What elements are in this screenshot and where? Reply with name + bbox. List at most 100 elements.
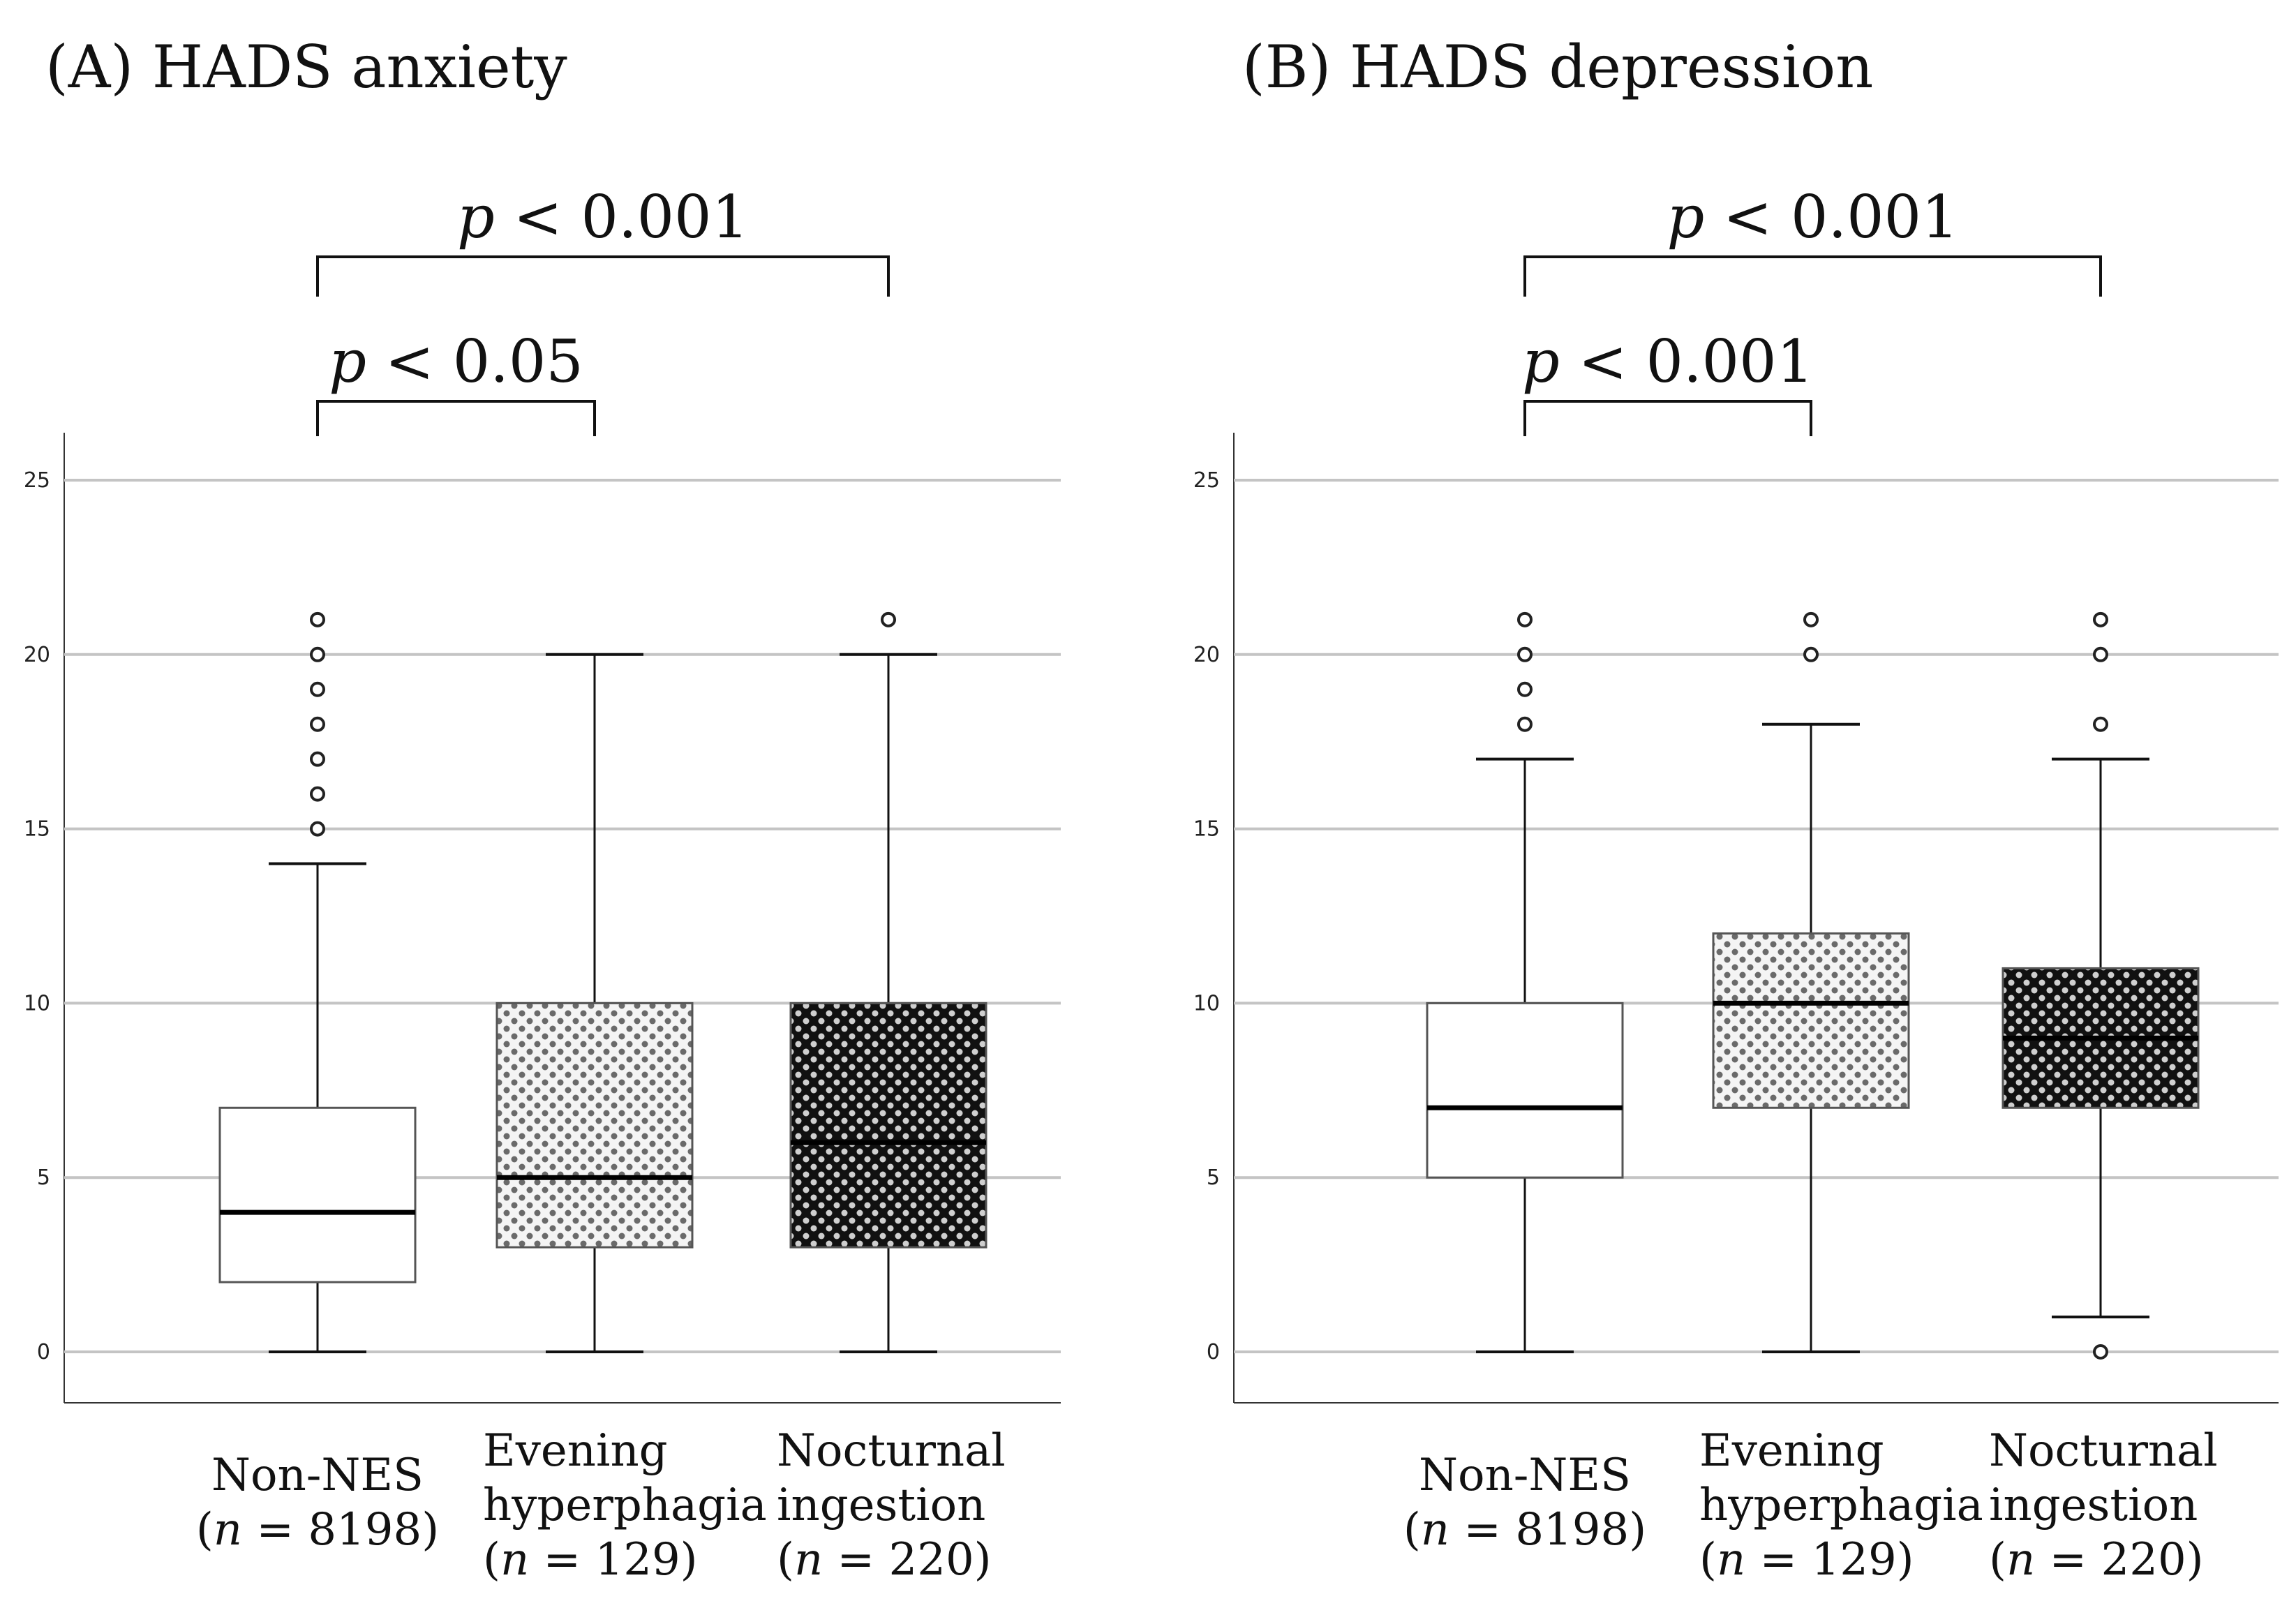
category-label: Nocturnal <box>777 1425 1006 1477</box>
outlier-point <box>1517 611 1533 627</box>
y-tick-label: 25 <box>24 468 50 493</box>
box-group <box>218 611 417 1353</box>
p-value-label: p < 0.001 <box>1522 327 1814 396</box>
category-n-label: (n = 129) <box>1699 1534 1914 1586</box>
n-italic: n <box>1421 1504 1449 1556</box>
n-prefix: ( <box>483 1534 500 1586</box>
comparison-bracket: p < 0.05 <box>316 327 596 436</box>
p-value: < 0.001 <box>1560 327 1814 396</box>
n-suffix: = 220) <box>2035 1534 2203 1586</box>
n-prefix: ( <box>1699 1534 1717 1586</box>
p-italic: p <box>1667 183 1704 251</box>
comparison-bracket: p < 0.001 <box>1522 327 1814 436</box>
n-prefix: ( <box>1989 1534 2006 1586</box>
axes: 0 5 10 15 20 25 <box>1193 433 2279 1404</box>
outlier-point <box>881 611 896 627</box>
outlier-point <box>1803 646 1819 662</box>
n-prefix: ( <box>777 1534 794 1586</box>
category-label: hyperphagia <box>483 1480 767 1531</box>
y-tick-label: 25 <box>1193 468 1220 493</box>
comparison-bracket: p < 0.001 <box>316 183 890 297</box>
category-label: hyperphagia <box>1699 1480 1983 1531</box>
outlier-point <box>310 786 325 802</box>
n-italic: n <box>214 1504 242 1556</box>
category-label: Evening <box>1699 1425 1884 1477</box>
box-group <box>495 653 694 1353</box>
category-label: Nocturnal <box>1989 1425 2218 1477</box>
iqr-box <box>789 1002 987 1249</box>
box-group <box>1712 611 1910 1353</box>
outlier-point <box>310 821 325 837</box>
category-label: Non-NES <box>211 1450 424 1501</box>
y-tick-label: 0 <box>1207 1340 1220 1364</box>
boxplot-series <box>1426 611 2200 1360</box>
category-label: Evening <box>483 1425 668 1477</box>
n-prefix: ( <box>196 1504 214 1556</box>
comparison-bracket: p < 0.001 <box>1523 183 2102 297</box>
category-n-label: (n = 129) <box>483 1534 698 1586</box>
bracket-line <box>316 255 890 297</box>
n-italic: n <box>1717 1534 1745 1586</box>
category-n-label: (n = 8198) <box>196 1504 439 1556</box>
iqr-box <box>495 1002 694 1249</box>
panel-title: (B) HADS depression <box>1242 33 1873 101</box>
n-italic: n <box>794 1534 823 1586</box>
outlier-point <box>310 646 325 662</box>
p-italic: p <box>329 327 366 396</box>
n-suffix: = 129) <box>1745 1534 1914 1586</box>
outlier-point <box>1803 611 1819 627</box>
boxplot-series <box>218 611 987 1353</box>
category-n-label: (n = 220) <box>777 1534 992 1586</box>
category-label: ingestion <box>777 1480 985 1531</box>
outlier-point <box>2093 1344 2108 1360</box>
n-prefix: ( <box>1403 1504 1421 1556</box>
box-group <box>2001 611 2200 1360</box>
iqr-box <box>1712 932 1910 1109</box>
panel-title: (A) HADS anxiety <box>45 33 567 101</box>
iqr-box <box>1426 1002 1624 1179</box>
significance-brackets: p < 0.05p < 0.001 <box>316 183 890 436</box>
y-tick-label: 10 <box>1193 991 1220 1015</box>
iqr-box <box>218 1106 417 1283</box>
box-group <box>1426 611 1624 1353</box>
p-value-label: p < 0.001 <box>1667 183 1958 251</box>
p-value-label: p < 0.001 <box>457 183 749 251</box>
outlier-point <box>310 716 325 732</box>
category-n-label: (n = 8198) <box>1403 1504 1646 1556</box>
y-tick-label: 10 <box>24 991 50 1015</box>
outlier-point <box>1517 646 1533 662</box>
outlier-point <box>310 611 325 627</box>
p-value-label: p < 0.05 <box>329 327 583 396</box>
p-value: < 0.001 <box>1704 183 1958 251</box>
n-suffix: = 220) <box>823 1534 991 1586</box>
outlier-point <box>1517 681 1533 697</box>
n-suffix: = 8198) <box>242 1504 439 1556</box>
y-tick-label: 15 <box>1193 817 1220 842</box>
p-italic: p <box>457 183 495 251</box>
outlier-point <box>1517 716 1533 732</box>
y-tick-label: 5 <box>37 1166 50 1190</box>
y-tick-label: 5 <box>1207 1166 1220 1190</box>
y-tick-label: 15 <box>24 817 50 842</box>
n-italic: n <box>2006 1534 2035 1586</box>
outlier-point <box>2093 646 2108 662</box>
y-tick-label: 0 <box>37 1340 50 1364</box>
outlier-point <box>2093 716 2108 732</box>
bracket-line <box>1523 255 2102 297</box>
panel-hads-depression: (B) HADS depression 0 5 10 15 20 25 p < 0.001… <box>1193 33 2279 1586</box>
n-italic: n <box>500 1534 529 1586</box>
outlier-point <box>310 681 325 697</box>
category-label: ingestion <box>1989 1480 2198 1531</box>
y-tick-label: 20 <box>24 643 50 667</box>
p-value: < 0.05 <box>366 327 583 396</box>
box-group <box>789 611 987 1353</box>
category-label: Non-NES <box>1419 1450 1631 1501</box>
axes: 0 5 10 15 20 25 <box>24 433 1061 1404</box>
bracket-line <box>316 400 596 436</box>
n-suffix: = 129) <box>529 1534 697 1586</box>
p-value: < 0.001 <box>495 183 749 251</box>
